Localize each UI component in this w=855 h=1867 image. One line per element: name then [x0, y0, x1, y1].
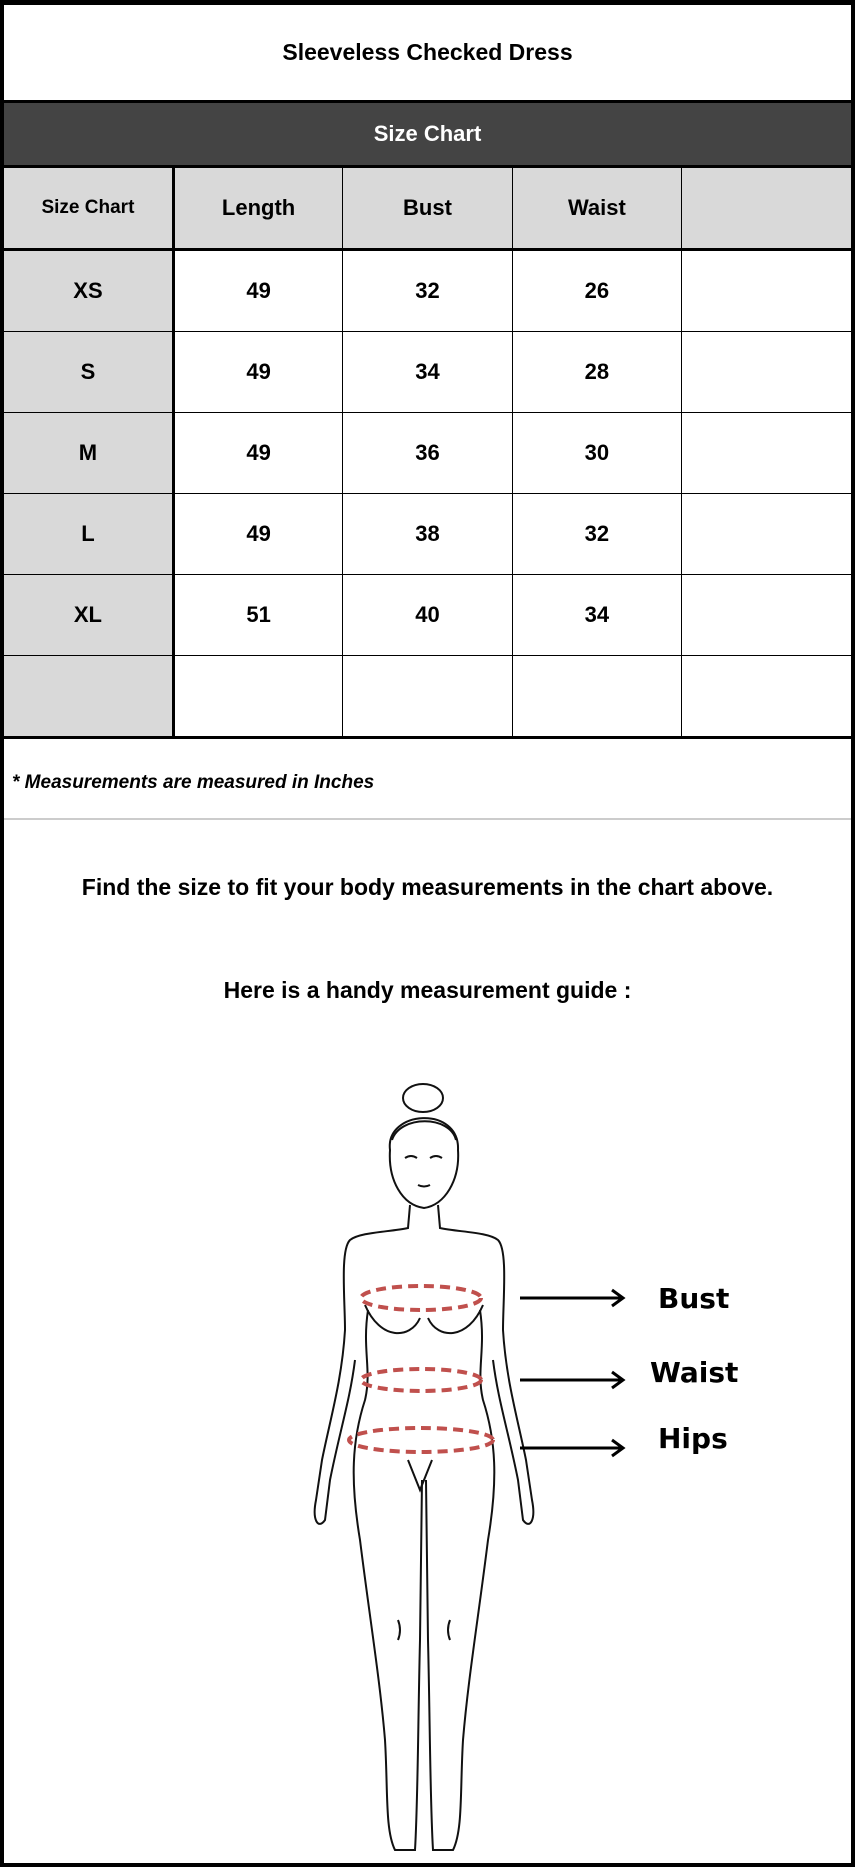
- table-row: XS 49 32 26: [4, 249, 851, 332]
- measurement-cell: 32: [342, 249, 513, 332]
- table-row: XL 51 40 34: [4, 574, 851, 656]
- column-header: Size Chart: [4, 168, 175, 251]
- torso-outline: [313, 1204, 535, 1525]
- measurement-cell: 34: [511, 574, 683, 656]
- measurement-note: * Measurements are measured in Inches: [12, 772, 375, 793]
- column-header: Waist: [511, 168, 683, 251]
- size-cell: XL: [4, 574, 175, 656]
- divider: [4, 818, 851, 820]
- measurement-cell: [681, 249, 851, 332]
- size-chart-header: Size Chart: [4, 100, 851, 168]
- size-cell: [4, 655, 175, 739]
- table-row: [4, 655, 851, 739]
- hair-bun: [402, 1083, 444, 1113]
- measurement-cell: [681, 493, 851, 575]
- waist-arrow-icon: [520, 1370, 626, 1390]
- size-cell: S: [4, 331, 175, 413]
- guide-instruction: Find the size to fit your body measureme…: [81, 874, 774, 900]
- measurement-cell: [342, 655, 513, 739]
- product-title: Sleeveless Checked Dress: [282, 39, 573, 65]
- measurement-cell: [172, 655, 344, 739]
- bust-measure-ring: [359, 1284, 483, 1312]
- size-chart-table: Size Chart Length Bust Waist XS 49 32 26 S 49 34 28…: [4, 168, 851, 739]
- measurement-cell: 30: [511, 412, 683, 494]
- column-header: [681, 168, 851, 251]
- measurement-cell: 28: [511, 331, 683, 413]
- measurement-cell: [511, 655, 683, 739]
- column-header: Bust: [342, 168, 513, 251]
- measurement-cell: 51: [172, 574, 344, 656]
- guide-subtitle: Here is a handy measurement guide :: [223, 977, 632, 1003]
- bust-arrow-icon: [520, 1288, 626, 1308]
- measurement-cell: 40: [342, 574, 513, 656]
- measurement-cell: [681, 655, 851, 739]
- bust-label: Bust: [658, 1282, 730, 1315]
- table-header-row: Size Chart Length Bust Waist: [4, 168, 851, 251]
- measurement-cell: 49: [172, 412, 344, 494]
- measurement-cell: 49: [172, 331, 344, 413]
- size-cell: M: [4, 412, 175, 494]
- waist-label: Waist: [650, 1356, 739, 1389]
- measurement-cell: 49: [172, 249, 344, 332]
- waist-measure-ring: [359, 1367, 483, 1393]
- hips-arrow-icon: [520, 1438, 626, 1458]
- size-cell: XS: [4, 249, 175, 332]
- head-outline: [388, 1117, 460, 1210]
- size-cell: L: [4, 493, 175, 575]
- table-row: L 49 38 32: [4, 493, 851, 575]
- hips-label: Hips: [658, 1422, 728, 1455]
- measurement-cell: 26: [511, 249, 683, 332]
- column-header: Length: [172, 168, 344, 251]
- measurement-cell: [681, 412, 851, 494]
- measurement-cell: [681, 574, 851, 656]
- hips-measure-ring: [347, 1426, 495, 1454]
